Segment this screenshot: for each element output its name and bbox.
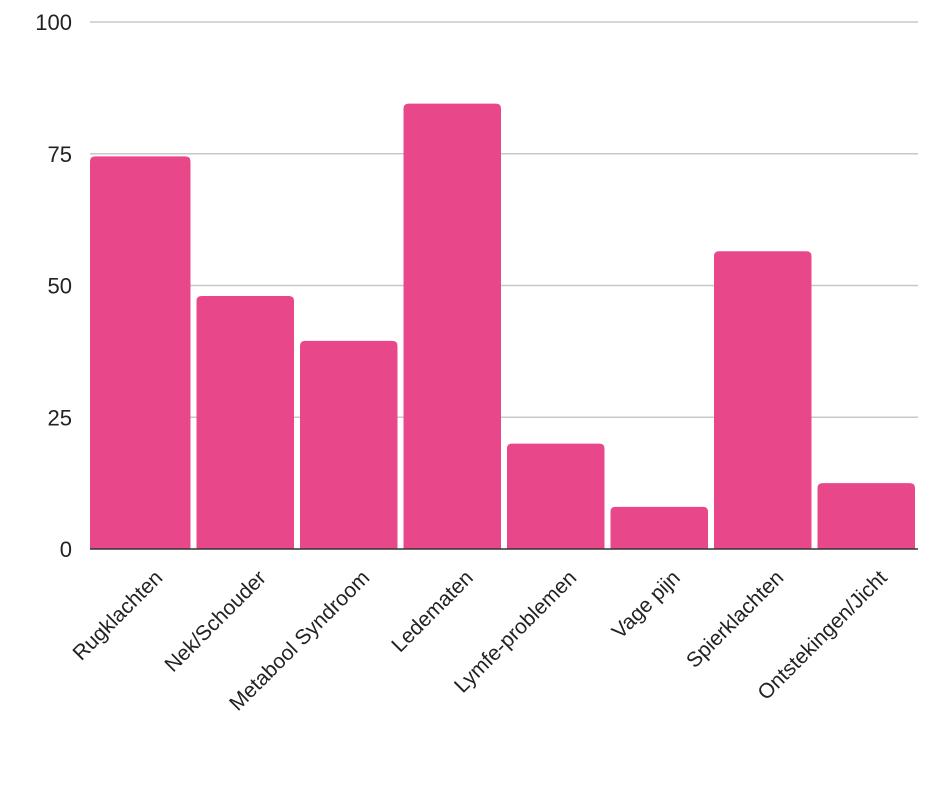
y-tick-label: 25 bbox=[48, 405, 72, 430]
y-tick-label: 50 bbox=[48, 274, 72, 299]
bar-nek-schouder bbox=[196, 296, 294, 549]
bar-ledematen bbox=[403, 103, 501, 549]
y-tick-label: 100 bbox=[35, 10, 72, 35]
bar-lymfe-problemen bbox=[507, 443, 605, 549]
x-tick-label: Rugklachten bbox=[68, 566, 167, 665]
x-tick-label: Spierklachten bbox=[682, 566, 788, 672]
bar-vage-pijn bbox=[610, 506, 708, 549]
x-tick-label: Nek/Schouder bbox=[160, 566, 270, 676]
bar-spierklachten bbox=[714, 251, 812, 549]
y-tick-label: 0 bbox=[60, 537, 72, 562]
bar-rugklachten bbox=[90, 156, 191, 549]
x-tick-label: Ledematen bbox=[387, 566, 478, 657]
bar-ontstekingen-jicht bbox=[817, 483, 915, 549]
y-tick-label: 75 bbox=[48, 142, 72, 167]
bar-metabool-syndroom bbox=[300, 340, 398, 549]
bars bbox=[90, 103, 915, 549]
x-tick-label: Vage pijn bbox=[608, 566, 685, 643]
